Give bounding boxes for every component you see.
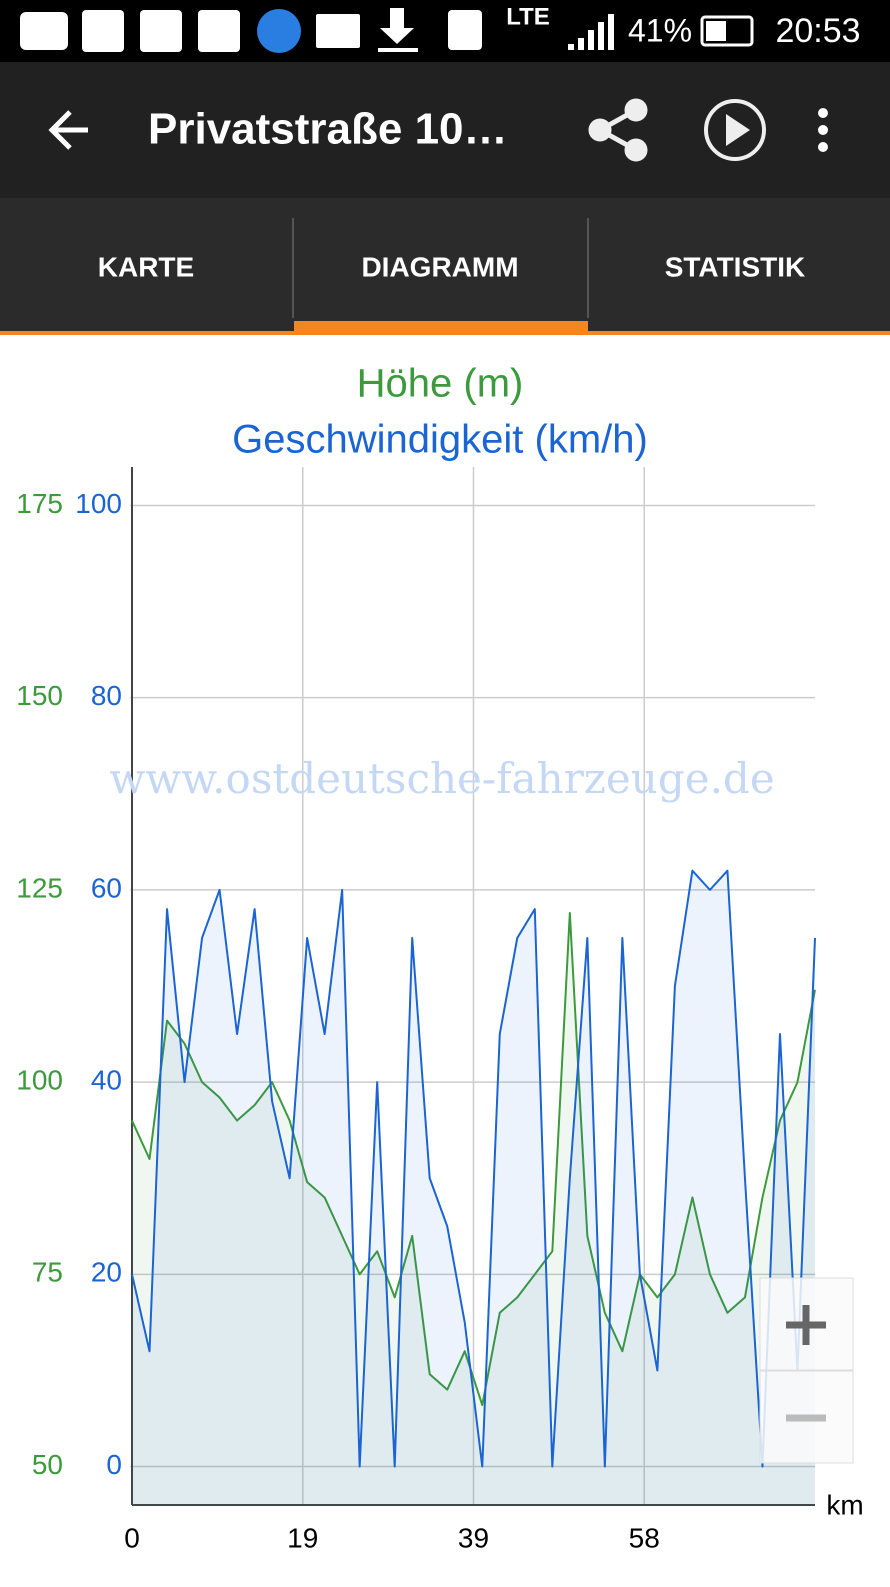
y2-tick-label: 175 [16, 488, 63, 519]
x-tick-label: 0 [124, 1522, 140, 1553]
y2-tick-label: 150 [16, 680, 63, 711]
y2-tick-label: 125 [16, 872, 63, 903]
play-button[interactable] [704, 99, 766, 161]
battery-level: 41% [628, 12, 692, 48]
watermark: www.ostdeutsche-fahrzeuge.de [109, 754, 774, 803]
zoom-out-button[interactable] [759, 1370, 854, 1464]
zoom-in-button[interactable] [759, 1277, 854, 1371]
share-button[interactable] [588, 98, 648, 162]
tab[interactable]: KARTE [98, 251, 194, 282]
y2-tick-label: 50 [32, 1449, 63, 1480]
back-button[interactable] [48, 110, 88, 150]
chart-title: Geschwindigkeit (km/h) [232, 418, 648, 462]
tab-indicator [294, 321, 588, 335]
area-fill [132, 870, 815, 1505]
y-tick-label: 60 [91, 872, 122, 903]
toolbar-title: Privatstraße 10… [148, 105, 508, 154]
chart: Höhe (m) Geschwindigkeit (km/h) 0 20 40 60 80 1… [16, 362, 816, 1553]
y-tick-label: 40 [91, 1065, 122, 1096]
x-axis-label: km [826, 1489, 863, 1520]
y-tick-label: 20 [91, 1257, 122, 1288]
tab[interactable]: DIAGRAMM [361, 251, 518, 282]
y-tick-label: 0 [106, 1449, 122, 1480]
x-tick-label: 19 [287, 1522, 318, 1553]
tab-bar [0, 198, 890, 335]
y2-tick-label: 100 [16, 1065, 63, 1096]
overflow-menu[interactable] [818, 108, 828, 152]
x-tick-label: 39 [458, 1522, 489, 1553]
y-tick-label: 80 [91, 680, 122, 711]
y2-tick-label: 75 [32, 1257, 63, 1288]
chart-title: Höhe (m) [357, 362, 524, 406]
tab[interactable]: STATISTIK [665, 251, 806, 282]
status-bar [0, 0, 890, 62]
y-tick-label: 100 [75, 488, 122, 519]
series-line [131, 869, 816, 1468]
x-tick-label: 58 [629, 1522, 660, 1553]
area-fill [132, 912, 815, 1505]
series-line [131, 911, 816, 1407]
network-type: LTE [506, 3, 550, 30]
status-icons [20, 8, 754, 53]
clock: 20:53 [775, 12, 860, 50]
